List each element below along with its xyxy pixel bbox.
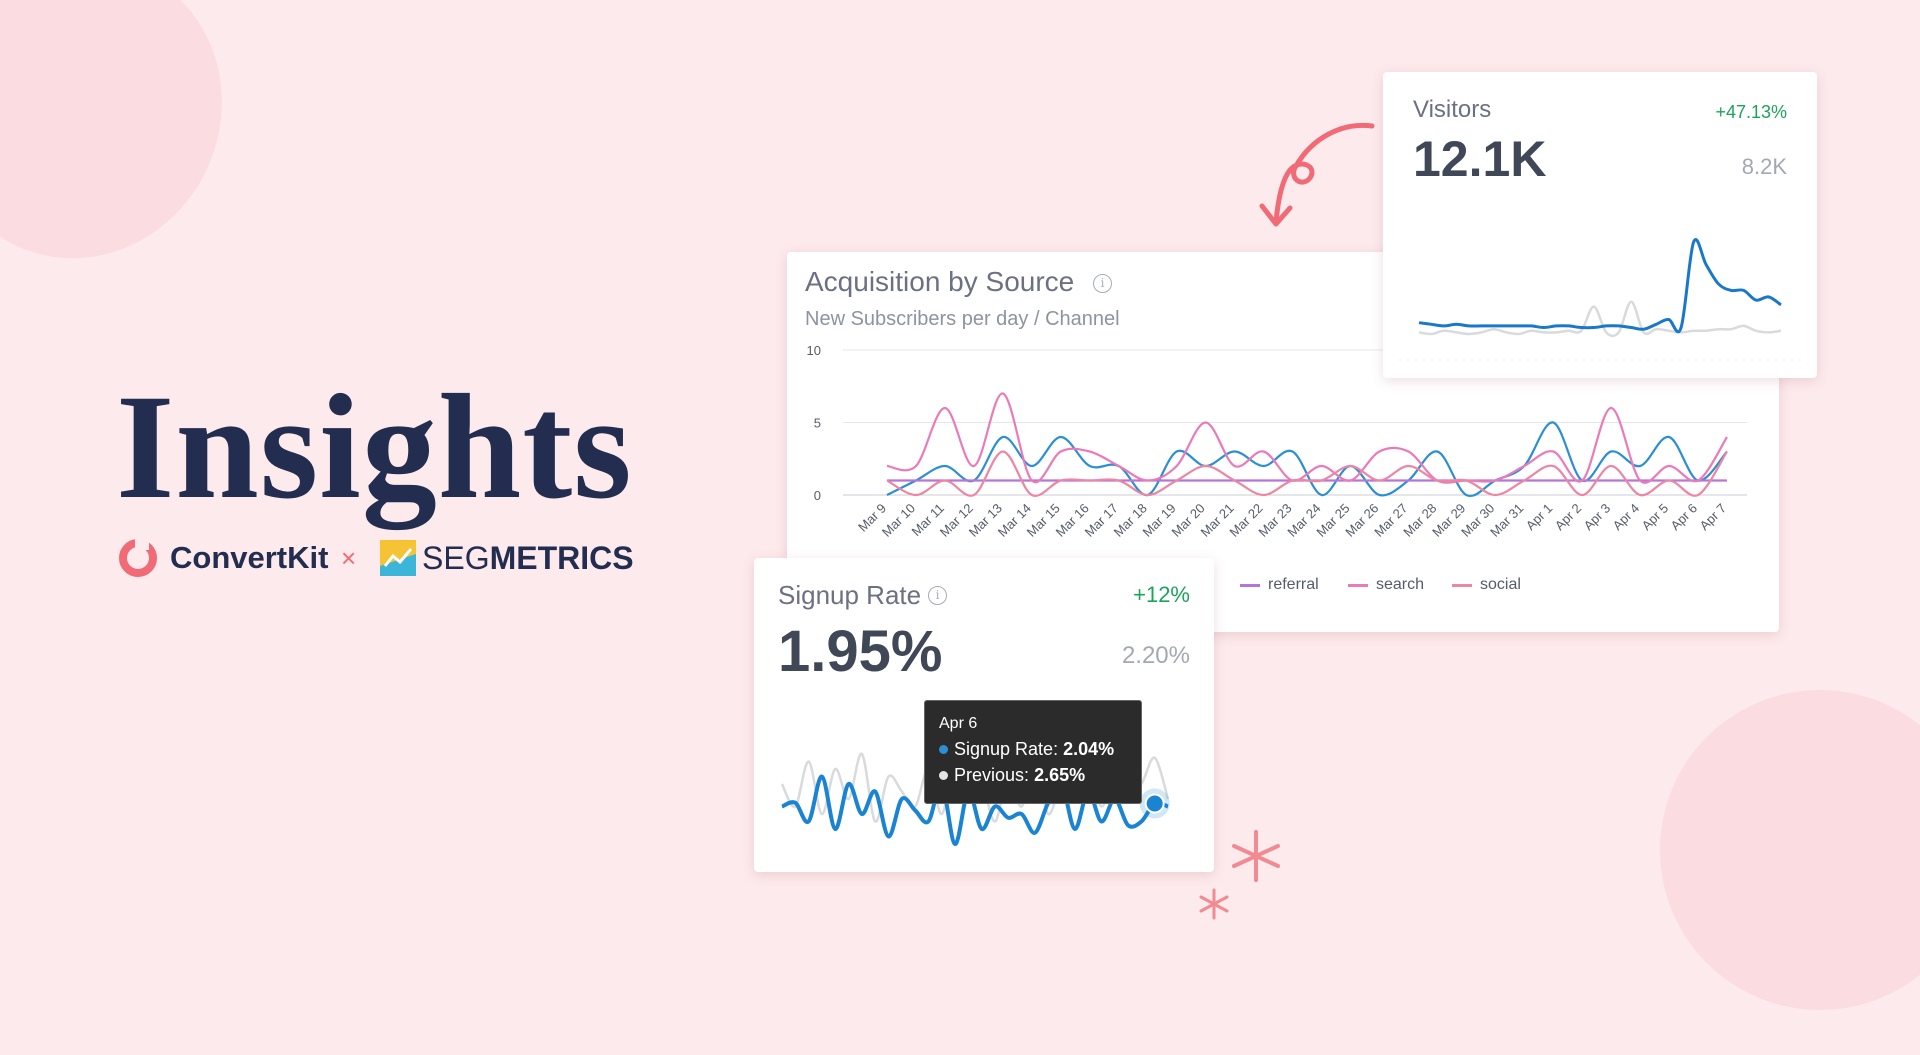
curly-arrow-icon xyxy=(1259,122,1375,227)
acquisition-subtitle: New Subscribers per day / Channel xyxy=(805,308,1120,330)
visitors-title: Visitors xyxy=(1413,96,1492,123)
tooltip-current-value: 2.04% xyxy=(1063,739,1115,759)
signup-value: 1.95% xyxy=(778,619,943,684)
signup-current-line xyxy=(781,774,1169,847)
x-tick-label: Apr 5 xyxy=(1639,501,1672,534)
series-line xyxy=(886,421,1728,498)
tooltip-date: Apr 6 xyxy=(939,715,978,732)
x-tick-label: Mar 10 xyxy=(879,501,918,540)
legend-swatch xyxy=(1348,583,1368,587)
series-line xyxy=(886,450,1728,497)
visitors-current-line xyxy=(1418,238,1782,334)
hero-title: Insights xyxy=(116,364,633,530)
visitors-value: 12.1K xyxy=(1413,131,1547,187)
convertkit-logo: ConvertKit xyxy=(116,536,328,580)
visitors-previous: 8.2K xyxy=(1741,154,1787,179)
x-tick-label: Apr 1 xyxy=(1523,501,1556,534)
legend-item-search[interactable]: search xyxy=(1348,576,1424,594)
legend-item-social[interactable]: social xyxy=(1452,576,1521,594)
background-blob-top-left xyxy=(0,0,271,306)
signup-delta: +12% xyxy=(1133,582,1190,607)
x-tick-label: Apr 6 xyxy=(1668,501,1701,534)
legend-swatch xyxy=(1240,583,1260,587)
segmetrics-wordmark-b: METRICS xyxy=(489,539,634,576)
y-tick-label: 0 xyxy=(814,488,821,503)
segmetrics-mark-icon xyxy=(380,540,416,576)
visitors-card: Visitors +47.13% 12.1K 8.2K xyxy=(1383,72,1817,378)
hover-point xyxy=(1144,793,1165,814)
visitors-delta: +47.13% xyxy=(1715,102,1787,122)
visitors-previous-line xyxy=(1418,300,1782,338)
legend-label: social xyxy=(1480,576,1521,593)
brand-separator: × xyxy=(341,542,357,573)
convertkit-mark-icon xyxy=(119,538,157,577)
tooltip-previous-dot xyxy=(939,771,948,780)
x-tick-label: Apr 2 xyxy=(1552,501,1585,534)
signup-tooltip: Apr 6 Signup Rate: 2.04% Previous: 2.65% xyxy=(924,700,1142,804)
y-tick-label: 5 xyxy=(814,416,821,431)
tooltip-current-row: Signup Rate: 2.04% xyxy=(939,739,1114,760)
sparkle-small-icon xyxy=(1199,888,1229,920)
convertkit-wordmark: ConvertKit xyxy=(170,540,329,575)
x-tick-label: Apr 3 xyxy=(1581,501,1614,534)
tooltip-previous-row: Previous: 2.65% xyxy=(939,765,1085,786)
segmetrics-logo: SEG METRICS xyxy=(380,536,634,580)
y-tick-label: 10 xyxy=(807,343,821,358)
legend-label: referral xyxy=(1268,576,1319,593)
x-tick-label: Apr 4 xyxy=(1610,501,1643,534)
series-line xyxy=(886,392,1728,484)
x-tick-label: Mar 31 xyxy=(1487,501,1526,540)
x-tick-label: Apr 7 xyxy=(1697,501,1730,534)
tooltip-previous-label: Previous: xyxy=(954,765,1030,785)
legend-swatch xyxy=(1452,583,1472,587)
legend-item-referral[interactable]: referral xyxy=(1240,576,1319,594)
sparkle-icon xyxy=(1232,830,1280,882)
tooltip-current-dot xyxy=(939,745,948,754)
legend-label: search xyxy=(1376,576,1425,593)
background-blob-bottom-right xyxy=(1614,644,1920,1055)
acquisition-title: Acquisition by Source xyxy=(805,266,1075,297)
tooltip-previous-value: 2.65% xyxy=(1034,765,1086,785)
tooltip-current-label: Signup Rate: xyxy=(954,739,1059,759)
info-icon[interactable]: i xyxy=(1093,274,1112,293)
segmetrics-wordmark-a: SEG xyxy=(422,539,490,576)
info-icon[interactable]: i xyxy=(928,586,947,605)
signup-previous: 2.20% xyxy=(1121,642,1190,669)
signup-title: Signup Rate xyxy=(778,580,922,610)
visitors-sparkline xyxy=(1399,238,1801,361)
